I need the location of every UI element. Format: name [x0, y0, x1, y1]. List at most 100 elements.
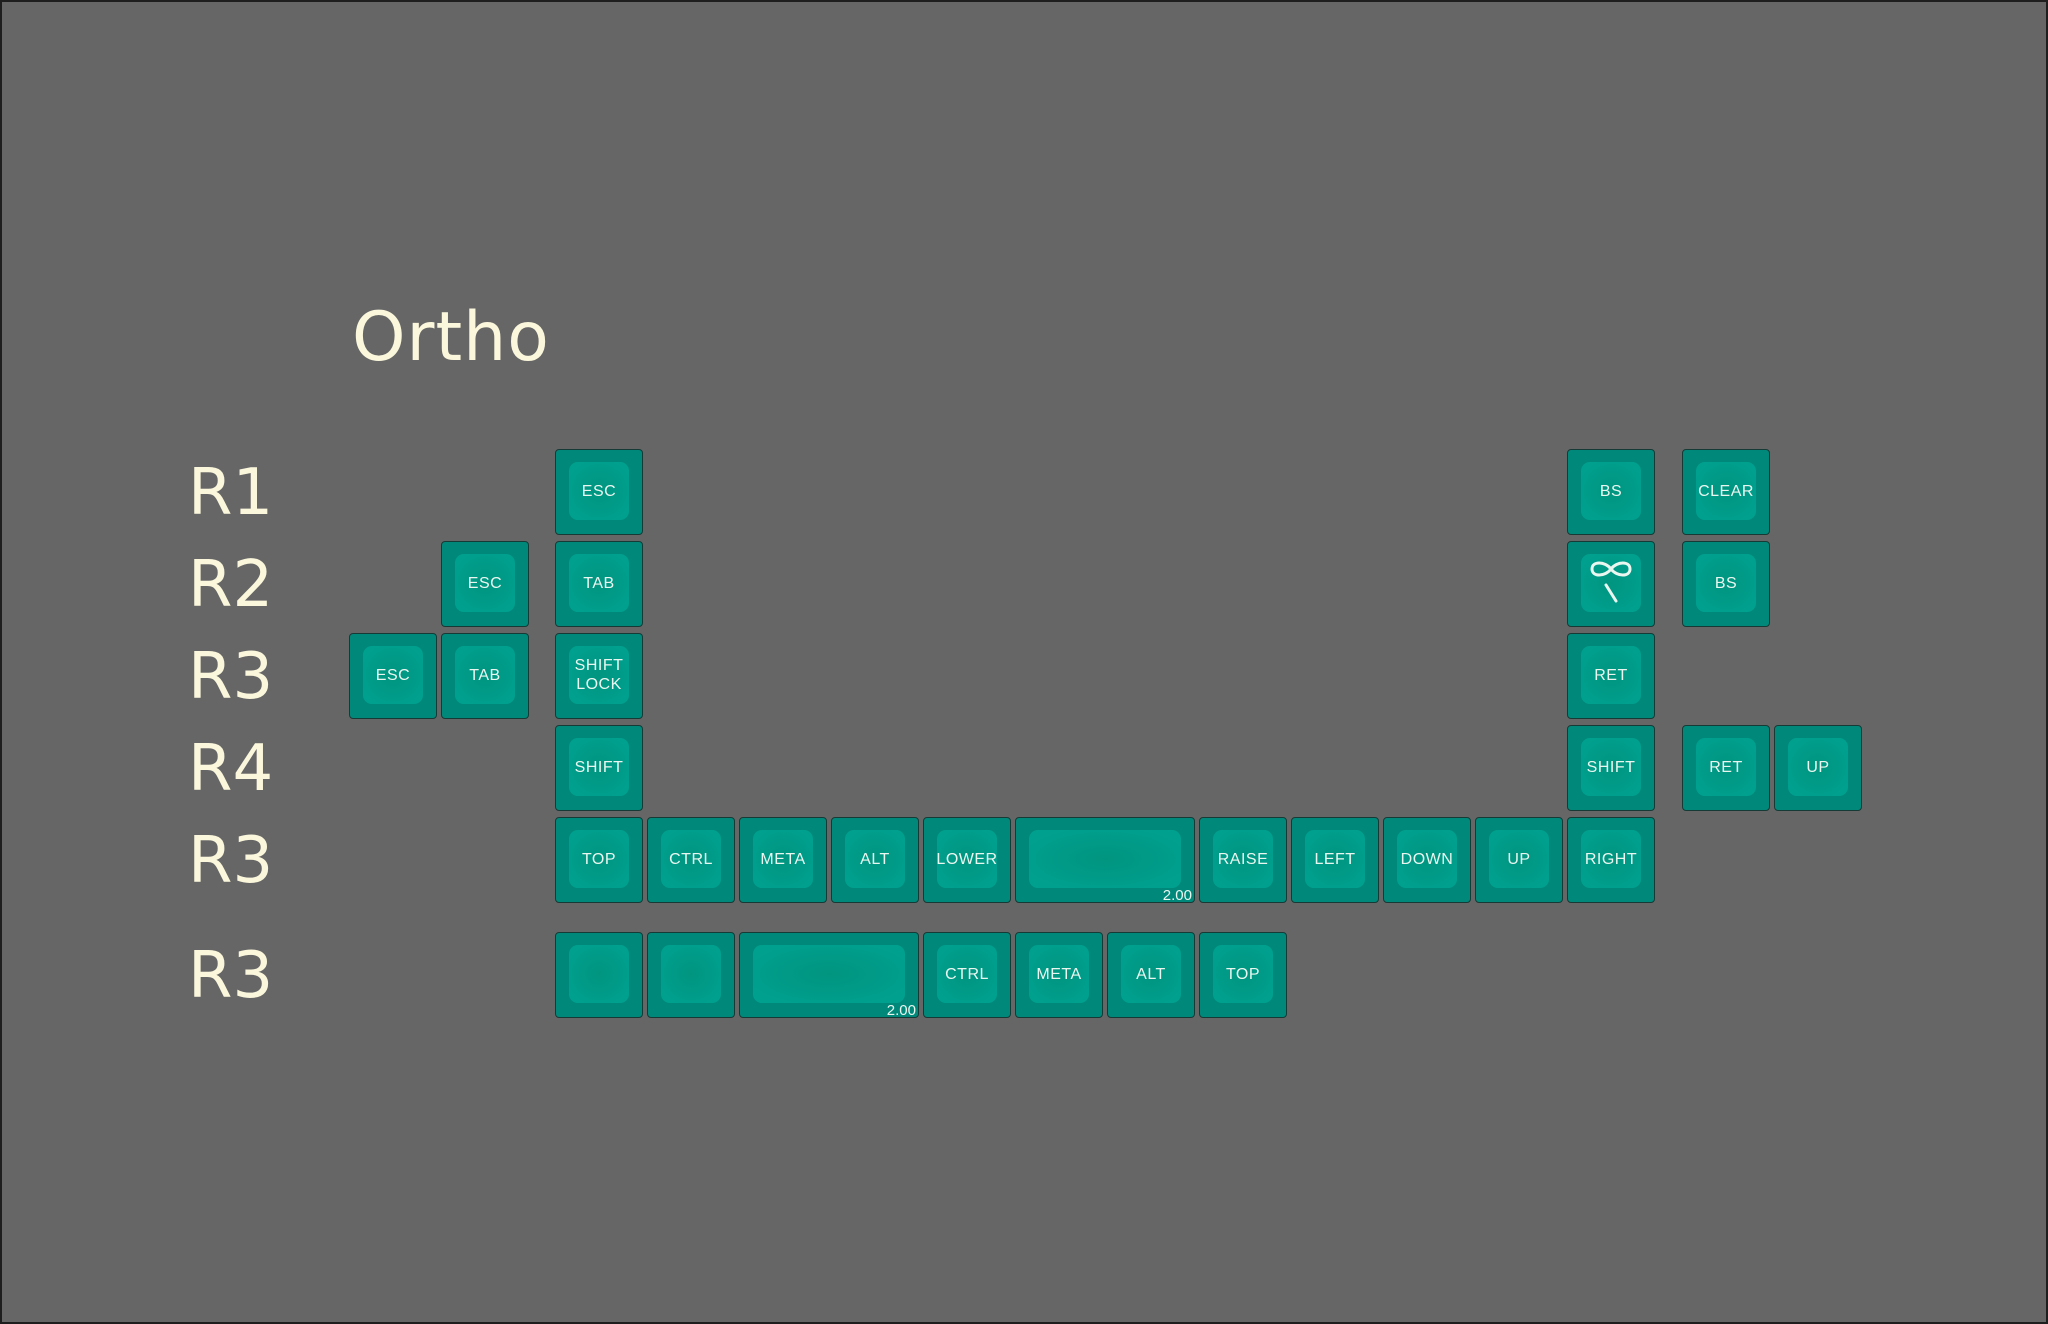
keycap[interactable]: ALT [831, 817, 919, 903]
key-legend: ESC [467, 574, 503, 592]
keycap[interactable]: SHIFT LOCK [555, 633, 643, 719]
key-legend: RET [1594, 666, 1628, 684]
keycap[interactable] [1567, 541, 1655, 627]
key-legend: TAB [583, 574, 615, 592]
key-legend: RAISE [1217, 850, 1269, 868]
keycap-top [569, 945, 629, 1003]
keycap[interactable]: DOWN [1383, 817, 1471, 903]
keycap-top: ALT [845, 830, 905, 888]
keycap-top: SHIFT LOCK [569, 646, 629, 704]
key-legend: ALT [1136, 965, 1166, 983]
keycap[interactable]: META [1015, 932, 1103, 1018]
key-size-label: 2.00 [1162, 887, 1192, 904]
key-legend: TOP [1225, 965, 1261, 983]
key-size-label: 2.00 [886, 1002, 916, 1019]
key-legend: SHIFT [1586, 758, 1636, 776]
key-legend: ALT [860, 850, 890, 868]
keycap[interactable]: LOWER [923, 817, 1011, 903]
keycap[interactable]: SHIFT [1567, 725, 1655, 811]
row-label: R3 [188, 939, 274, 1013]
keycap-top: SHIFT [1581, 738, 1641, 796]
keycap-top [1029, 830, 1181, 888]
key-legend: RIGHT [1584, 850, 1638, 868]
keycap-top: RIGHT [1581, 830, 1641, 888]
keycap[interactable]: UP [1475, 817, 1563, 903]
keycap[interactable]: 2.00 [739, 932, 919, 1019]
key-legend: META [760, 850, 806, 868]
keycap[interactable]: TOP [1199, 932, 1287, 1018]
keycap[interactable]: BS [1567, 449, 1655, 535]
key-legend: UP [1806, 758, 1830, 776]
keycap[interactable]: LEFT [1291, 817, 1379, 903]
keycap[interactable]: ESC [349, 633, 437, 719]
keycap-top: SHIFT [569, 738, 629, 796]
keycap-top: UP [1489, 830, 1549, 888]
layout-title: Ortho [352, 298, 550, 377]
keycap[interactable]: ESC [555, 449, 643, 535]
keycap-top: UP [1788, 738, 1848, 796]
key-legend: BS [1714, 574, 1738, 592]
key-legend: SHIFT LOCK [574, 657, 624, 693]
keycap-top: META [1029, 945, 1089, 1003]
keycap-top [1581, 554, 1641, 612]
keycap-top: ESC [363, 646, 423, 704]
keycap-top: LOWER [936, 830, 998, 888]
keycap[interactable]: SHIFT [555, 725, 643, 811]
keycap[interactable]: TOP [555, 817, 643, 903]
key-legend: LOWER [936, 850, 998, 868]
keycap[interactable] [555, 932, 643, 1018]
key-legend: TAB [469, 666, 501, 684]
keycap[interactable]: RET [1567, 633, 1655, 719]
keycap[interactable]: CLEAR [1682, 449, 1770, 535]
keycap[interactable]: ALT [1107, 932, 1195, 1018]
keycap[interactable]: CTRL [923, 932, 1011, 1018]
key-legend: ESC [375, 666, 411, 684]
key-legend: CTRL [945, 965, 989, 983]
key-legend: LEFT [1314, 850, 1356, 868]
keycap[interactable]: TAB [441, 633, 529, 719]
keycap-top: BS [1696, 554, 1756, 612]
keycap[interactable]: RAISE [1199, 817, 1287, 903]
keycap[interactable]: BS [1682, 541, 1770, 627]
keycap[interactable]: UP [1774, 725, 1862, 811]
keycap-top: ALT [1121, 945, 1181, 1003]
keycap[interactable]: ESC [441, 541, 529, 627]
infinity-backslash-icon [1586, 555, 1636, 611]
row-label: R3 [188, 640, 274, 714]
keycap[interactable]: 2.00 [1015, 817, 1195, 904]
keycap-top: META [753, 830, 813, 888]
keycap[interactable] [647, 932, 735, 1018]
key-legend: CLEAR [1698, 482, 1754, 500]
row-label: R1 [188, 456, 274, 530]
keycap-top: DOWN [1397, 830, 1457, 888]
key-legend: RET [1709, 758, 1743, 776]
keycap-top: RET [1696, 738, 1756, 796]
keycap[interactable]: META [739, 817, 827, 903]
keycap[interactable]: RIGHT [1567, 817, 1655, 903]
key-legend: ESC [581, 482, 617, 500]
key-legend: BS [1599, 482, 1623, 500]
key-legend: UP [1507, 850, 1531, 868]
keycap-top: ESC [455, 554, 515, 612]
keycap-top: CLEAR [1696, 462, 1756, 520]
keycap-top [661, 945, 721, 1003]
keycap-top: TOP [1213, 945, 1273, 1003]
keycap-top: TOP [569, 830, 629, 888]
key-legend: META [1036, 965, 1082, 983]
key-legend: TOP [581, 850, 617, 868]
keycap[interactable]: RET [1682, 725, 1770, 811]
keycap-top [753, 945, 905, 1003]
keycap-top: RAISE [1213, 830, 1273, 888]
row-label: R4 [188, 732, 274, 806]
keycap-top: CTRL [937, 945, 997, 1003]
keycap-top: RET [1581, 646, 1641, 704]
keycap-top: TAB [455, 646, 515, 704]
keycap[interactable]: TAB [555, 541, 643, 627]
keycap-top: LEFT [1305, 830, 1365, 888]
row-label: R2 [188, 548, 274, 622]
keycap[interactable]: CTRL [647, 817, 735, 903]
key-legend: DOWN [1400, 850, 1454, 868]
keycap-top: TAB [569, 554, 629, 612]
key-legend: CTRL [669, 850, 713, 868]
